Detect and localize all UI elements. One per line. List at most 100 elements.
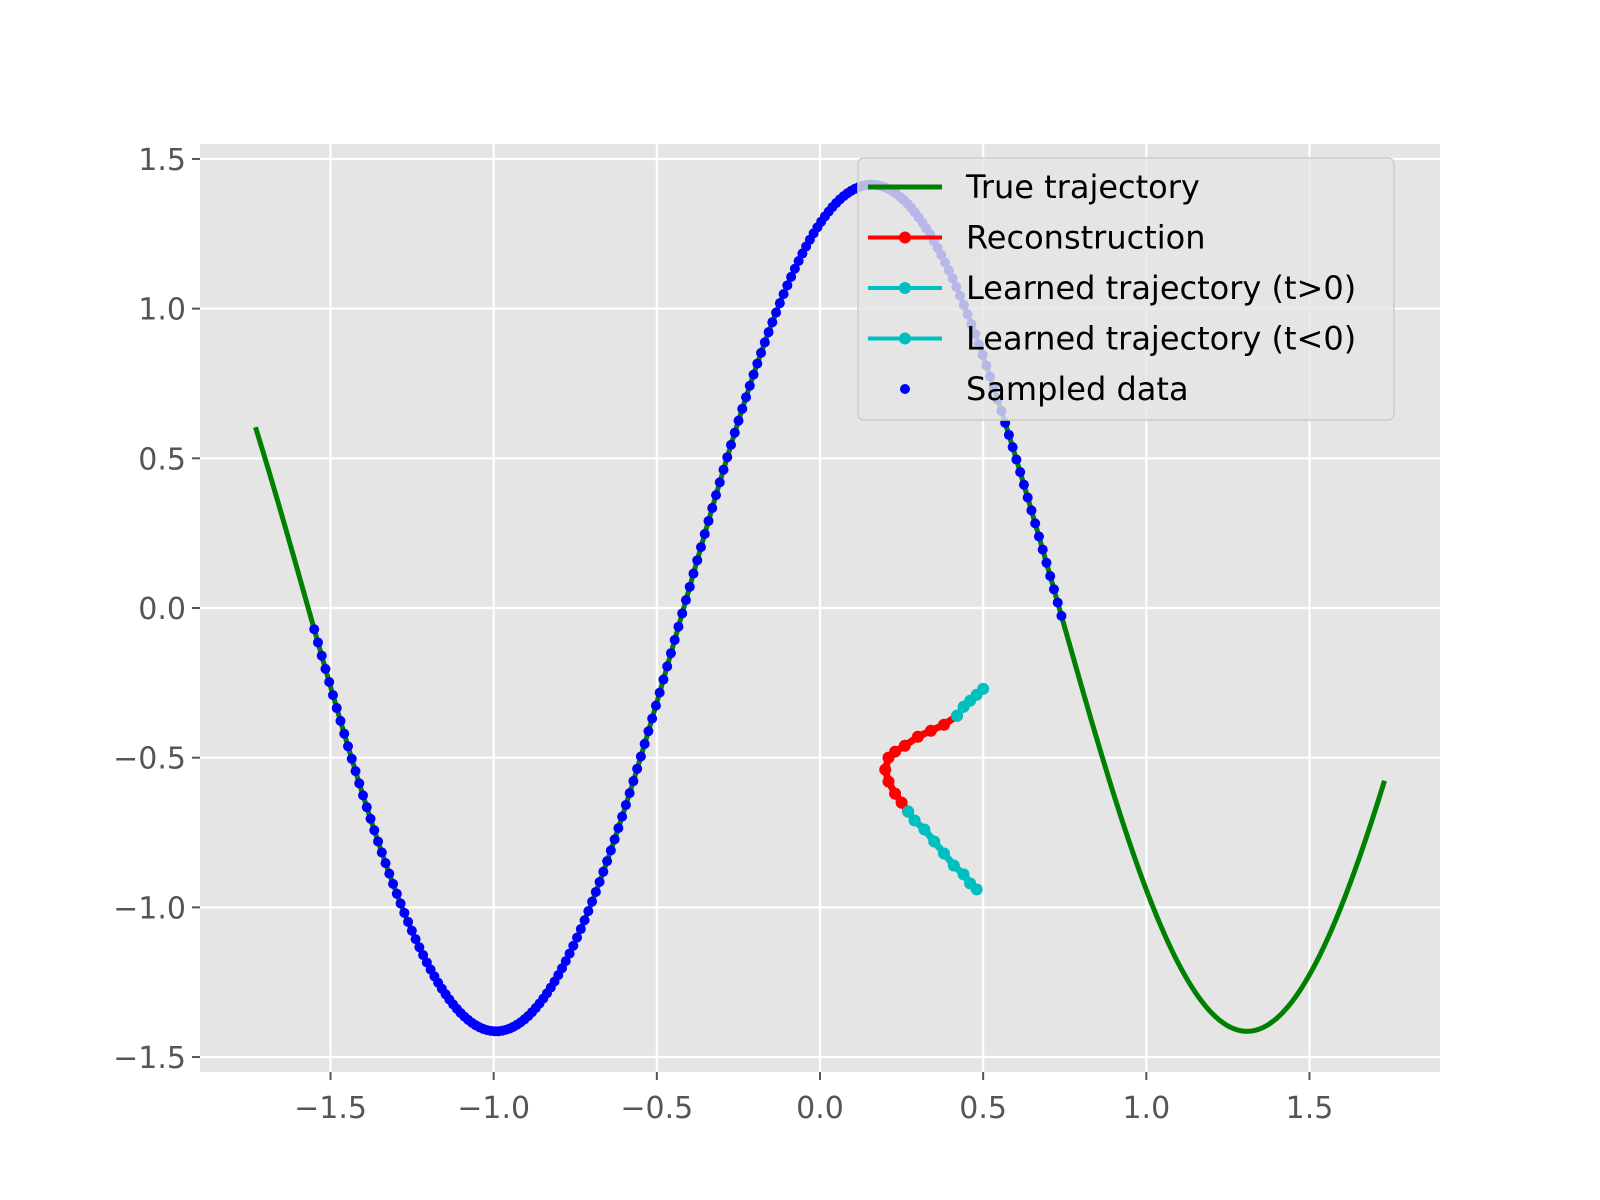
data-point: [594, 876, 605, 887]
data-point: [613, 823, 624, 834]
data-point: [718, 464, 729, 475]
data-point: [406, 925, 417, 936]
x-tick-label: 0.5: [959, 1091, 1007, 1126]
data-point: [316, 650, 327, 661]
y-tick-label: 0.5: [138, 442, 186, 477]
data-point: [1041, 557, 1052, 568]
data-point: [632, 763, 643, 774]
data-point: [358, 790, 369, 801]
data-point: [384, 868, 395, 879]
data-point: [1056, 610, 1067, 621]
data-point: [605, 845, 616, 856]
data-point: [620, 799, 631, 810]
axes: −1.5 −1.0 −0.5 0.0 0.5 1.0 1.5 −1.5 −1.0 −0.5 0.0 0…: [113, 143, 1333, 1126]
data-point: [560, 956, 571, 967]
series-marker-learned-trajectory-t-0: [947, 859, 960, 872]
series-marker-learned-trajectory-t-0: [970, 883, 983, 896]
data-point: [346, 753, 357, 764]
data-point: [579, 915, 590, 926]
data-point: [759, 337, 770, 348]
data-point: [665, 648, 676, 659]
data-point: [662, 661, 673, 672]
legend-swatch-marker: [899, 282, 911, 294]
data-point: [658, 674, 669, 685]
data-point: [568, 940, 579, 951]
data-point: [763, 327, 774, 338]
data-point: [695, 542, 706, 553]
data-point: [741, 392, 752, 403]
data-point: [575, 924, 586, 935]
y-tick-label: −0.5: [113, 742, 186, 777]
data-point: [418, 950, 429, 961]
series-marker-reconstruction: [882, 751, 895, 764]
data-point: [331, 703, 342, 714]
data-point: [726, 439, 737, 450]
data-point: [564, 948, 575, 959]
data-point: [624, 788, 635, 799]
data-point: [1048, 584, 1059, 595]
data-point: [373, 836, 384, 847]
legend-label: True trajectory: [965, 168, 1200, 206]
legend-box: [857, 157, 1395, 421]
series-marker-reconstruction: [898, 739, 911, 752]
data-point: [737, 403, 748, 414]
data-point: [361, 802, 372, 813]
data-point: [335, 715, 346, 726]
series-marker-learned-trajectory-t-0: [928, 835, 941, 848]
data-point: [380, 858, 391, 869]
data-point: [786, 271, 797, 282]
data-point: [1011, 454, 1022, 465]
data-point: [677, 608, 688, 619]
legend-label: Reconstruction: [966, 219, 1205, 257]
series-marker-learned-trajectory-t-0: [908, 814, 921, 827]
data-point: [410, 934, 421, 945]
y-tick-label: −1.0: [113, 891, 186, 926]
data-point: [602, 856, 613, 867]
series-marker-reconstruction: [938, 718, 950, 731]
series-marker-learned-trajectory-t-0: [957, 868, 970, 881]
series-marker-reconstruction: [924, 724, 937, 737]
data-point: [312, 637, 323, 648]
data-point: [707, 502, 718, 513]
data-point: [752, 358, 763, 369]
plot-data: [253, 179, 1387, 1037]
data-point: [343, 741, 354, 752]
series-marker-learned-trajectory-t-0: [957, 700, 970, 713]
data-point: [782, 280, 793, 291]
data-point: [572, 932, 583, 943]
legend-swatch-marker: [899, 231, 911, 244]
y-tick-label: −1.5: [113, 1041, 186, 1076]
legend: True trajectory Reconstruction Learned tra…: [857, 157, 1395, 421]
x-tick-label: 0.0: [796, 1091, 844, 1126]
data-point: [1018, 479, 1029, 490]
data-point: [1030, 518, 1041, 529]
y-tick-label: 0.0: [138, 592, 186, 627]
data-point: [376, 847, 387, 858]
data-point: [365, 813, 376, 824]
data-point: [309, 624, 320, 635]
y-tick-label: 1.0: [138, 293, 186, 328]
data-point: [403, 916, 414, 927]
data-point: [324, 677, 335, 688]
data-point: [1045, 571, 1056, 582]
legend-swatch-marker: [899, 332, 911, 345]
data-point: [635, 751, 646, 762]
data-point: [778, 289, 789, 300]
data-point: [756, 347, 767, 358]
x-tick-label: 1.5: [1286, 1091, 1334, 1126]
data-point: [354, 778, 365, 789]
data-point: [748, 369, 759, 380]
data-point: [711, 490, 722, 501]
series-marker-reconstruction: [882, 775, 895, 788]
x-tick-label: −1.0: [457, 1091, 530, 1126]
data-point: [669, 634, 680, 645]
data-point: [587, 896, 598, 907]
data-point: [369, 825, 380, 836]
series-marker-reconstruction: [879, 763, 892, 776]
data-point: [583, 906, 594, 917]
legend-label: Learned trajectory (t>0): [966, 269, 1356, 307]
data-point: [339, 728, 350, 739]
data-point: [639, 738, 650, 749]
data-point: [789, 263, 800, 274]
